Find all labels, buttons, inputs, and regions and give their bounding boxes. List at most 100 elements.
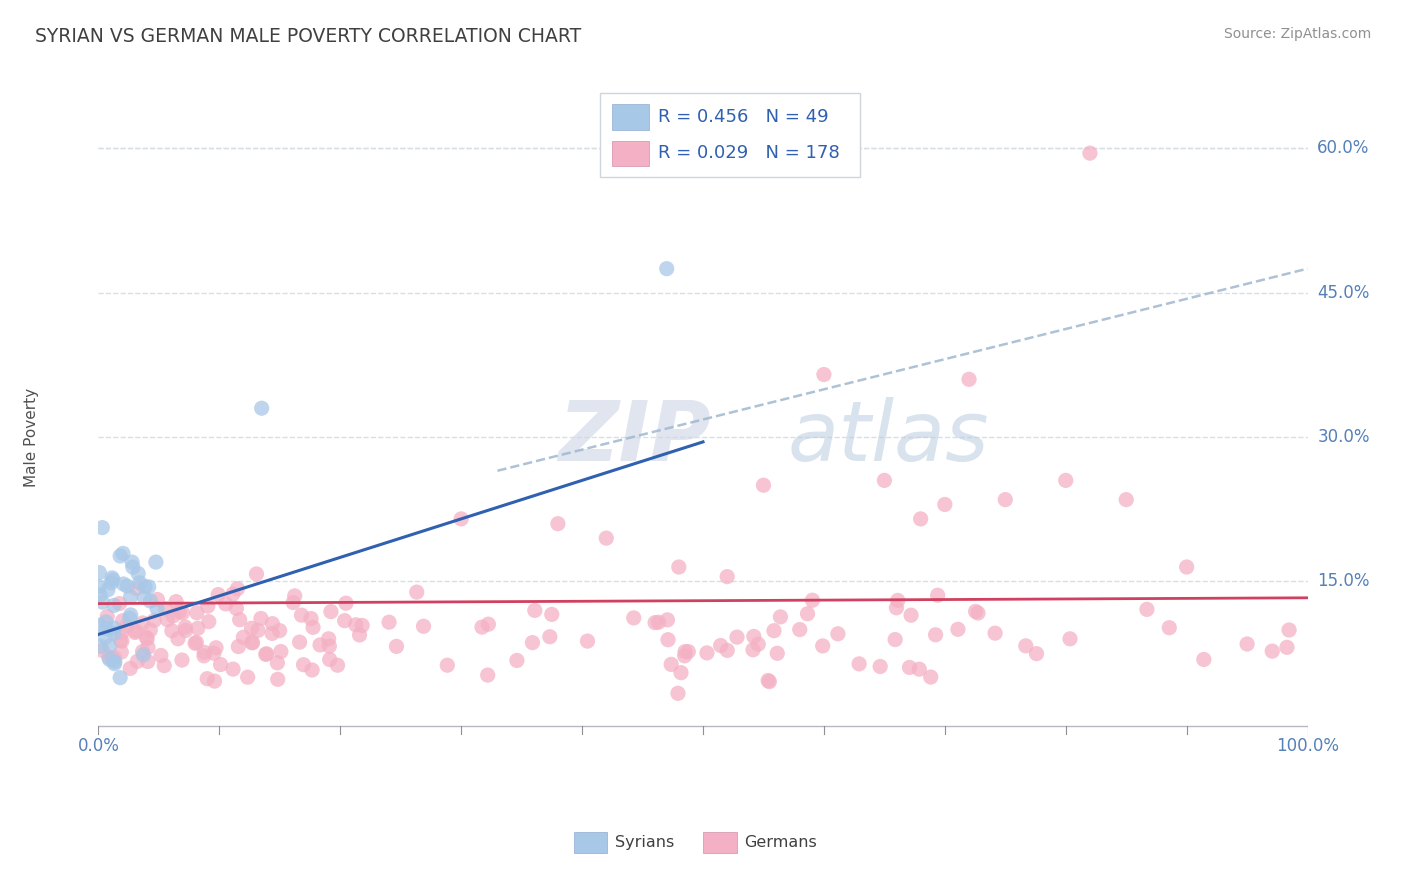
Point [869,659,891,673]
FancyBboxPatch shape [703,832,737,853]
Point [477,668,499,682]
Point [91,595,114,609]
Text: Syrians: Syrians [614,835,673,850]
Text: Source: ZipAtlas.com: Source: ZipAtlas.com [1223,27,1371,41]
Point [215,597,238,611]
Point [673,645,696,659]
Point [145,555,167,569]
Point [94,622,117,636]
Text: SYRIAN VS GERMAN MALE POVERTY CORRELATION CHART: SYRIAN VS GERMAN MALE POVERTY CORRELATIO… [35,27,582,45]
Point [666,686,689,700]
Point [205,640,228,655]
Point [94,631,117,645]
Point [659,657,682,672]
Point [716,643,738,657]
Point [766,646,789,660]
Point [110,645,132,659]
Point [900,608,922,623]
Point [756,673,779,688]
Point [1278,623,1301,637]
Point [101,652,124,666]
Point [657,613,679,627]
Point [1078,146,1101,161]
Point [811,639,834,653]
Point [89,640,111,654]
Point [108,549,131,563]
Point [240,621,263,635]
Point [96,609,118,624]
Point [716,569,738,583]
Point [262,626,284,640]
Point [110,625,132,640]
Point [197,615,219,629]
Point [174,624,197,638]
Point [160,624,183,638]
Point [655,261,678,276]
Point [139,623,162,637]
Text: 30.0%: 30.0% [1317,428,1369,446]
Point [103,626,125,640]
FancyBboxPatch shape [574,832,607,853]
Point [946,622,969,636]
Point [146,592,169,607]
Point [477,617,499,632]
Point [103,657,125,671]
Point [540,607,562,622]
Point [193,648,215,663]
Point [335,596,357,610]
Point [678,644,700,658]
Point [222,587,245,601]
Text: 60.0%: 60.0% [1317,139,1369,157]
Point [136,655,159,669]
Point [910,512,932,526]
Point [262,616,284,631]
Point [1115,492,1137,507]
Point [762,624,785,638]
Point [266,656,288,670]
Point [186,606,208,620]
Point [121,560,143,574]
Text: R = 0.456   N = 49: R = 0.456 N = 49 [658,108,830,126]
Point [884,632,907,647]
Point [111,634,134,648]
Point [873,474,896,488]
Point [725,630,748,644]
Text: 100.0%: 100.0% [1277,738,1339,756]
Point [242,636,264,650]
Point [111,546,134,560]
Point [1275,640,1298,655]
Point [920,670,942,684]
Point [747,637,769,651]
Point [250,401,273,416]
Point [789,623,811,637]
Point [121,555,143,569]
Point [547,516,569,531]
Point [103,599,125,613]
Point [153,658,176,673]
Point [813,368,835,382]
Point [269,624,291,638]
Point [522,635,544,649]
Point [299,611,322,625]
Point [967,606,990,620]
Point [256,647,278,661]
Point [97,582,120,597]
Point [309,638,332,652]
Point [207,588,229,602]
Point [378,615,401,630]
Point [115,579,138,593]
Point [326,658,349,673]
Point [165,594,187,608]
Point [250,611,273,625]
Point [769,610,792,624]
Point [927,588,949,602]
Point [115,619,138,633]
Point [232,630,254,644]
Point [124,625,146,640]
Point [292,657,315,672]
Point [167,605,190,619]
Point [202,646,225,660]
Point [405,585,427,599]
Point [644,615,666,630]
Point [886,600,908,615]
